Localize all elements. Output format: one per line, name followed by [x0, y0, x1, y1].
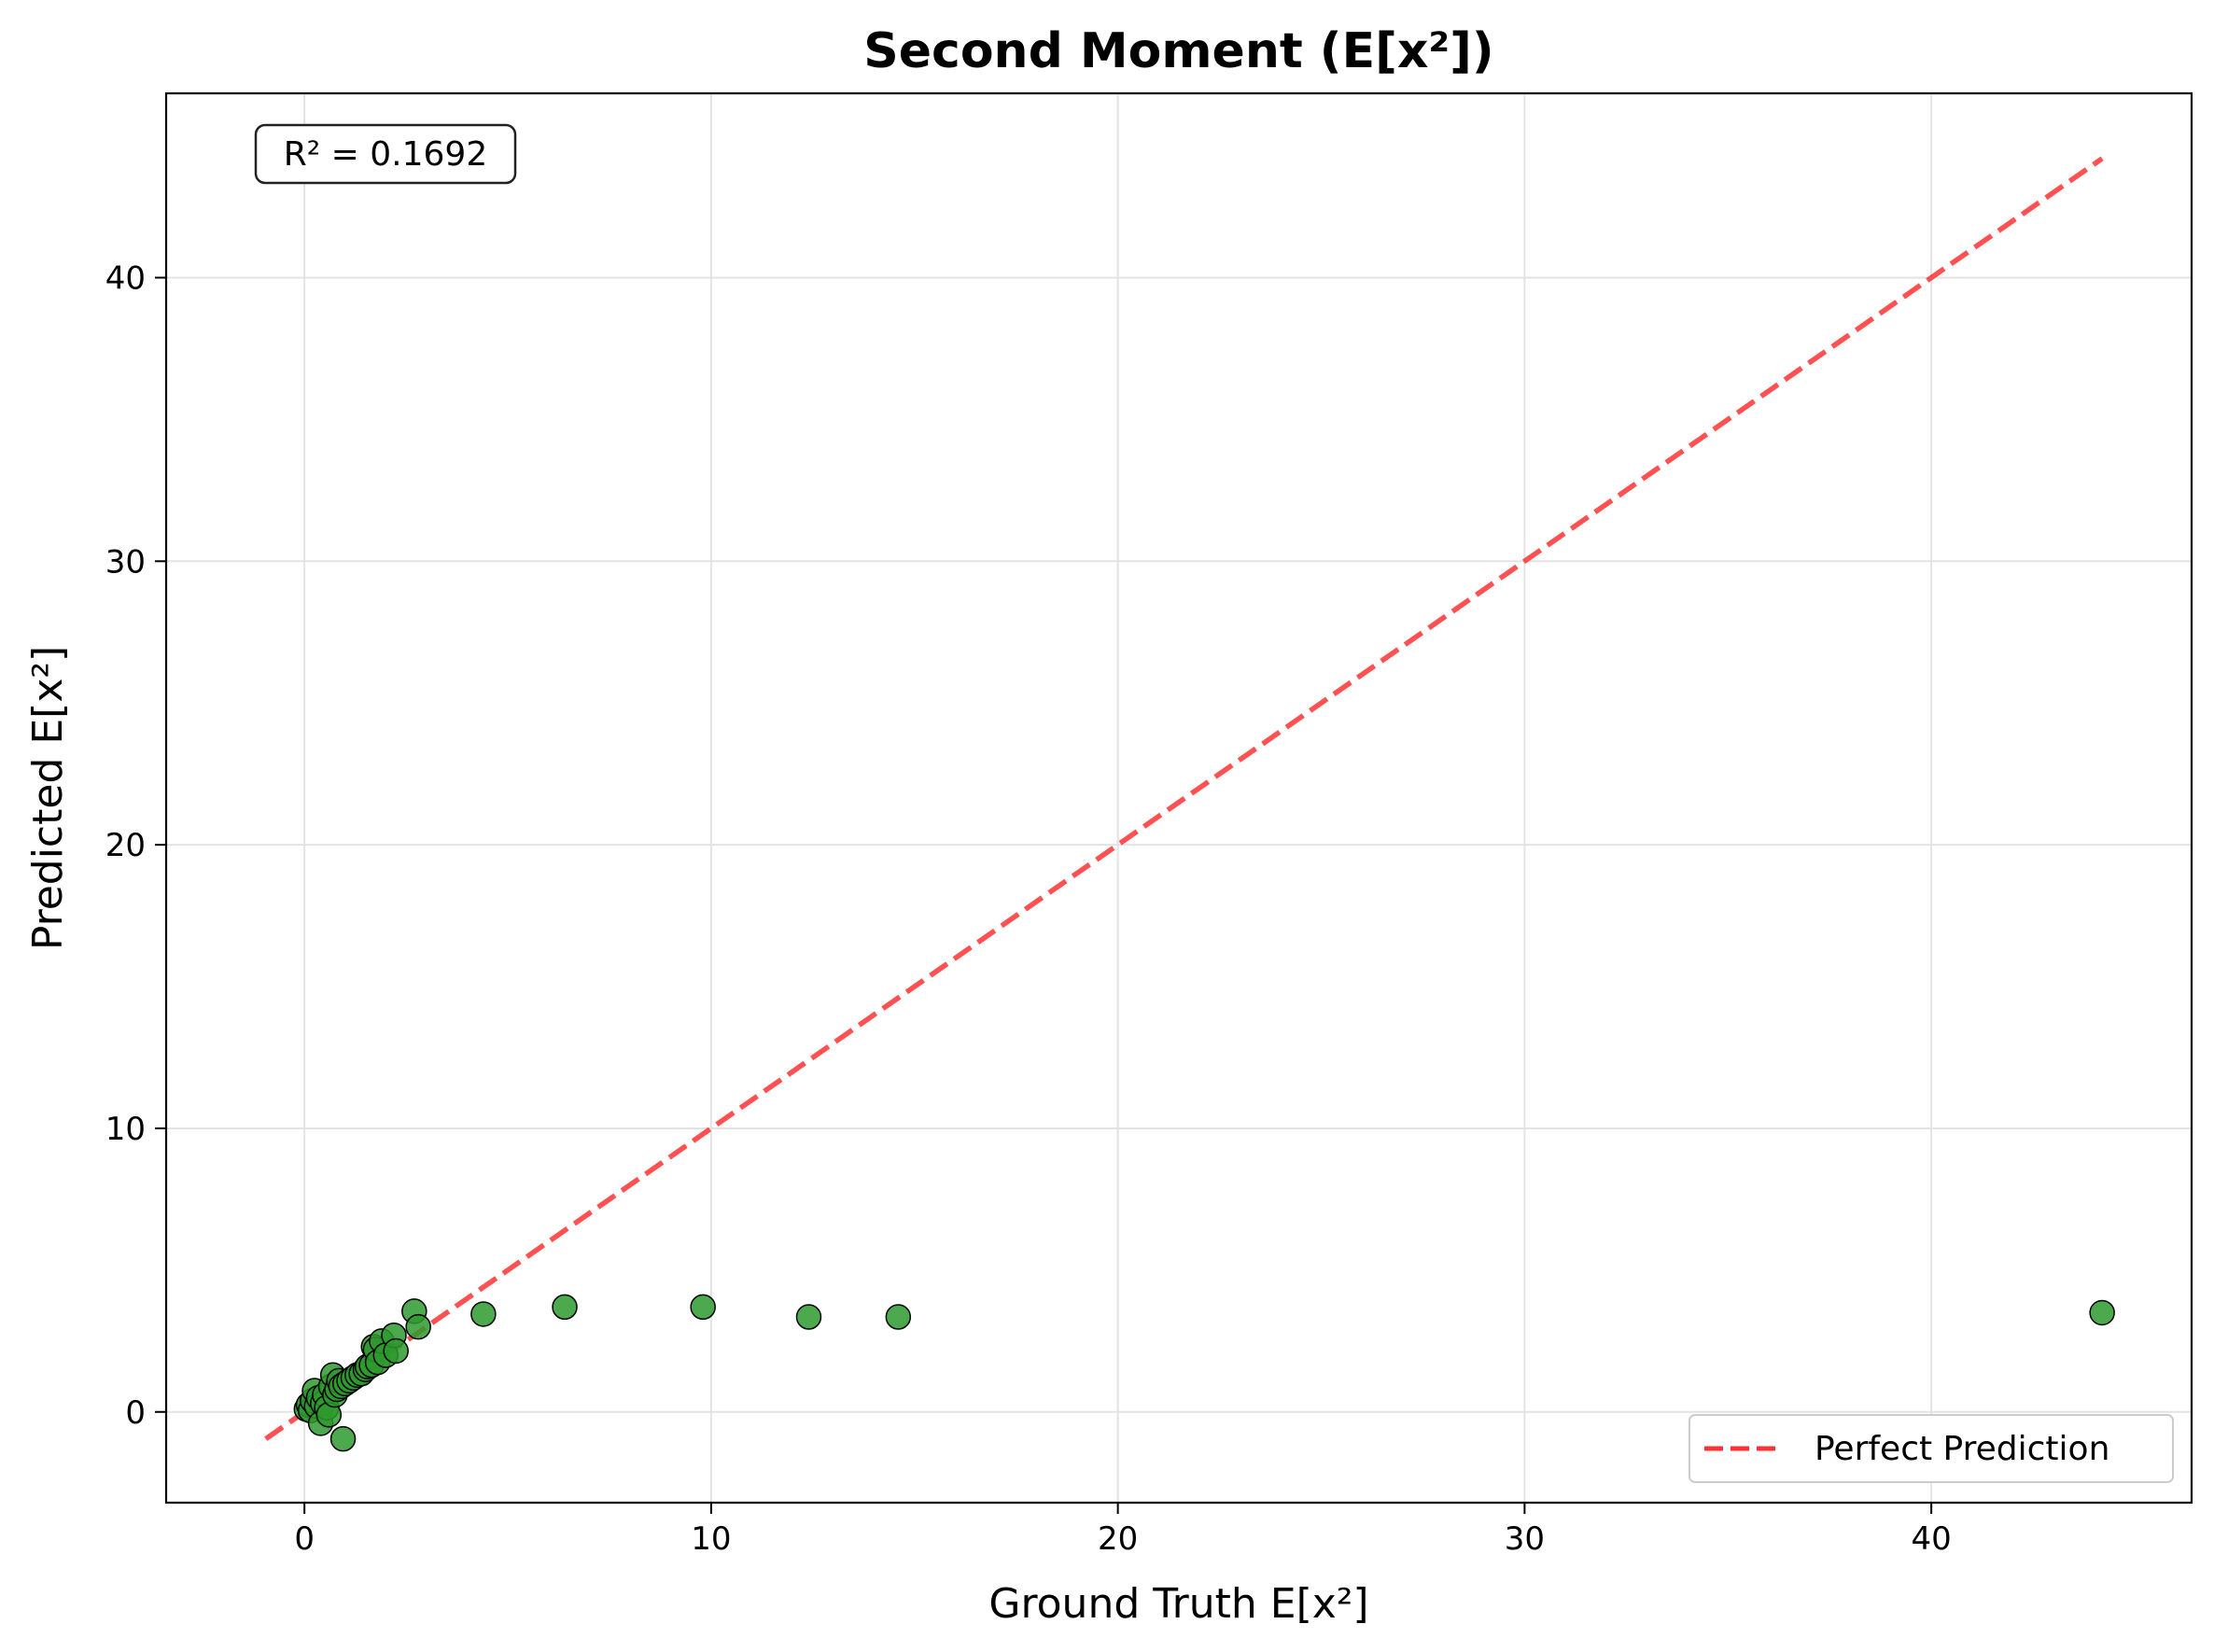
- y-tick-label: 20: [105, 827, 146, 864]
- plot-frame: [164, 91, 2193, 1505]
- r-squared-annotation: R² = 0.1692: [254, 123, 517, 185]
- annotation-text: R² = 0.1692: [284, 135, 487, 174]
- x-axis-label: Ground Truth E[x²]: [988, 1580, 1368, 1628]
- scatter-point: [552, 1294, 578, 1321]
- scatter-point: [795, 1304, 822, 1330]
- scatter-points: [293, 1294, 2115, 1452]
- y-tick-label: 30: [105, 543, 146, 581]
- x-tick-label: 40: [1911, 1520, 1951, 1558]
- legend-entry-perfect-prediction: Perfect Prediction: [1815, 1430, 2109, 1468]
- x-tick-label: 10: [691, 1520, 731, 1558]
- x-tick-label: 20: [1098, 1520, 1138, 1558]
- chart-title: Second Moment (E[x²]): [863, 23, 1493, 79]
- grid-lines: [166, 93, 2192, 1503]
- y-axis-ticks: 0 10 20 30 40: [105, 259, 166, 1432]
- scatter-point: [2089, 1299, 2115, 1326]
- scatter-point: [885, 1304, 912, 1330]
- legend: Perfect Prediction: [1689, 1414, 2174, 1483]
- scatter-point: [329, 1425, 357, 1452]
- reference-line-group: [264, 156, 2104, 1441]
- x-axis-ticks: 0 10 20 30 40: [294, 1503, 1952, 1558]
- perfect-prediction-line: [264, 156, 2104, 1441]
- scatter-point: [470, 1301, 497, 1327]
- annotation-box: [254, 123, 517, 185]
- x-tick-label: 30: [1505, 1520, 1545, 1558]
- y-tick-label: 0: [125, 1394, 146, 1432]
- y-tick-label: 10: [105, 1111, 146, 1148]
- legend-box: [1689, 1414, 2174, 1483]
- y-axis-label: Predicted E[x²]: [24, 646, 72, 950]
- scatter-point: [405, 1313, 431, 1340]
- scatter-point: [383, 1337, 409, 1365]
- scatter-point: [690, 1294, 716, 1321]
- x-tick-label: 0: [294, 1520, 315, 1558]
- y-tick-label: 40: [105, 259, 146, 297]
